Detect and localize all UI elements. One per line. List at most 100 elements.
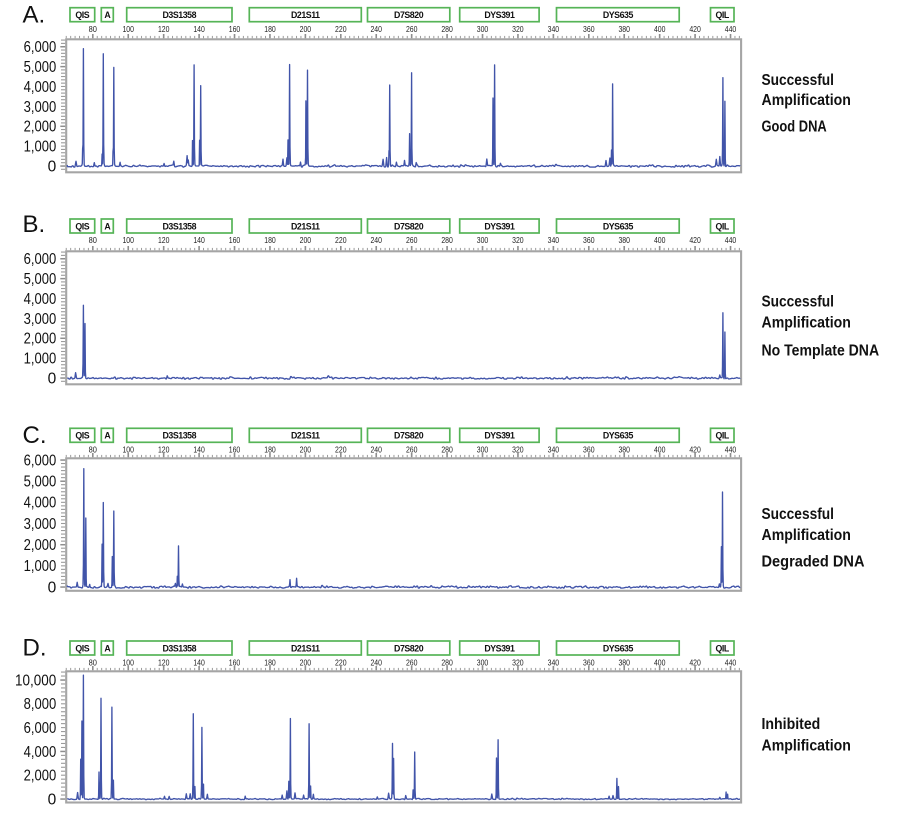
svg-text:4,000: 4,000 [24, 291, 57, 308]
svg-text:400: 400 [654, 235, 666, 245]
svg-text:340: 340 [548, 657, 560, 667]
svg-text:120: 120 [158, 24, 170, 34]
svg-text:D3S1358: D3S1358 [163, 10, 197, 20]
svg-text:180: 180 [264, 657, 276, 667]
svg-text:340: 340 [548, 24, 560, 34]
svg-text:100: 100 [122, 24, 134, 34]
svg-text:QIL: QIL [716, 10, 730, 20]
svg-text:220: 220 [335, 235, 347, 245]
svg-text:160: 160 [229, 235, 241, 245]
svg-text:420: 420 [689, 24, 701, 34]
svg-text:100: 100 [122, 235, 134, 245]
svg-text:320: 320 [512, 444, 524, 454]
svg-text:QIS: QIS [75, 643, 89, 653]
svg-text:180: 180 [264, 444, 276, 454]
svg-text:360: 360 [583, 24, 595, 34]
svg-text:D7S820: D7S820 [394, 643, 424, 653]
svg-text:3,000: 3,000 [24, 311, 57, 328]
svg-text:300: 300 [477, 444, 489, 454]
svg-text:QIS: QIS [75, 221, 89, 231]
svg-text:280: 280 [441, 657, 453, 667]
svg-text:QIL: QIL [716, 221, 730, 231]
svg-text:6,000: 6,000 [24, 452, 57, 469]
svg-text:260: 260 [406, 657, 418, 667]
svg-text:380: 380 [618, 657, 630, 667]
svg-text:DYS635: DYS635 [603, 643, 634, 653]
svg-text:300: 300 [477, 24, 489, 34]
svg-text:Amplification: Amplification [762, 527, 851, 544]
svg-text:D3S1358: D3S1358 [163, 643, 197, 653]
svg-text:D21S11: D21S11 [291, 221, 320, 231]
svg-text:400: 400 [654, 657, 666, 667]
svg-text:400: 400 [654, 24, 666, 34]
svg-text:340: 340 [548, 235, 560, 245]
svg-text:A: A [104, 431, 111, 441]
svg-text:2,000: 2,000 [24, 331, 57, 348]
svg-text:0: 0 [48, 579, 57, 596]
svg-text:3,000: 3,000 [24, 99, 57, 116]
svg-text:80: 80 [89, 444, 98, 454]
svg-text:8,000: 8,000 [24, 696, 57, 713]
svg-text:D7S820: D7S820 [394, 431, 424, 441]
svg-text:200: 200 [300, 444, 312, 454]
svg-text:240: 240 [370, 24, 382, 34]
svg-text:400: 400 [654, 444, 666, 454]
svg-text:120: 120 [158, 444, 170, 454]
svg-text:440: 440 [725, 444, 737, 454]
svg-text:1,000: 1,000 [24, 139, 57, 156]
svg-text:420: 420 [689, 657, 701, 667]
svg-text:320: 320 [512, 24, 524, 34]
svg-text:Amplification: Amplification [762, 738, 851, 755]
svg-text:No Template DNA: No Template DNA [762, 343, 880, 360]
svg-text:280: 280 [441, 24, 453, 34]
svg-text:5,000: 5,000 [24, 474, 57, 491]
svg-text:QIL: QIL [716, 431, 730, 441]
svg-text:D.: D. [23, 635, 47, 662]
svg-text:2,000: 2,000 [24, 768, 57, 785]
svg-text:340: 340 [548, 444, 560, 454]
svg-text:420: 420 [689, 444, 701, 454]
svg-text:Successful: Successful [762, 294, 835, 311]
svg-text:D21S11: D21S11 [291, 431, 320, 441]
svg-text:380: 380 [618, 24, 630, 34]
svg-text:DYS635: DYS635 [603, 221, 634, 231]
svg-text:380: 380 [618, 444, 630, 454]
svg-text:440: 440 [725, 657, 737, 667]
svg-text:1,000: 1,000 [24, 351, 57, 368]
svg-text:440: 440 [725, 24, 737, 34]
svg-text:220: 220 [335, 444, 347, 454]
svg-text:80: 80 [89, 24, 98, 34]
svg-text:4,000: 4,000 [24, 495, 57, 512]
svg-text:280: 280 [441, 235, 453, 245]
svg-text:B.: B. [23, 211, 46, 238]
svg-text:D21S11: D21S11 [291, 643, 320, 653]
svg-text:140: 140 [193, 235, 205, 245]
svg-text:100: 100 [122, 444, 134, 454]
svg-text:QIS: QIS [75, 10, 89, 20]
svg-text:0: 0 [48, 791, 57, 808]
svg-text:4,000: 4,000 [24, 79, 57, 96]
svg-text:1,000: 1,000 [24, 558, 57, 575]
svg-text:DYS635: DYS635 [603, 10, 634, 20]
svg-text:140: 140 [193, 24, 205, 34]
svg-text:D3S1358: D3S1358 [163, 221, 197, 231]
svg-text:QIS: QIS [75, 431, 89, 441]
svg-text:3,000: 3,000 [24, 516, 57, 533]
svg-text:2,000: 2,000 [24, 119, 57, 136]
svg-text:420: 420 [689, 235, 701, 245]
svg-text:260: 260 [406, 24, 418, 34]
svg-text:260: 260 [406, 444, 418, 454]
svg-text:QIL: QIL [716, 643, 730, 653]
svg-text:100: 100 [122, 657, 134, 667]
svg-text:2,000: 2,000 [24, 537, 57, 554]
svg-text:D7S820: D7S820 [394, 10, 424, 20]
svg-text:0: 0 [48, 370, 57, 387]
svg-text:Good DNA: Good DNA [762, 119, 827, 136]
svg-text:Inhibited: Inhibited [762, 716, 821, 733]
svg-text:A: A [104, 10, 111, 20]
svg-text:140: 140 [193, 444, 205, 454]
svg-text:200: 200 [300, 657, 312, 667]
svg-text:120: 120 [158, 657, 170, 667]
svg-text:DYS391: DYS391 [484, 10, 515, 20]
svg-text:300: 300 [477, 235, 489, 245]
